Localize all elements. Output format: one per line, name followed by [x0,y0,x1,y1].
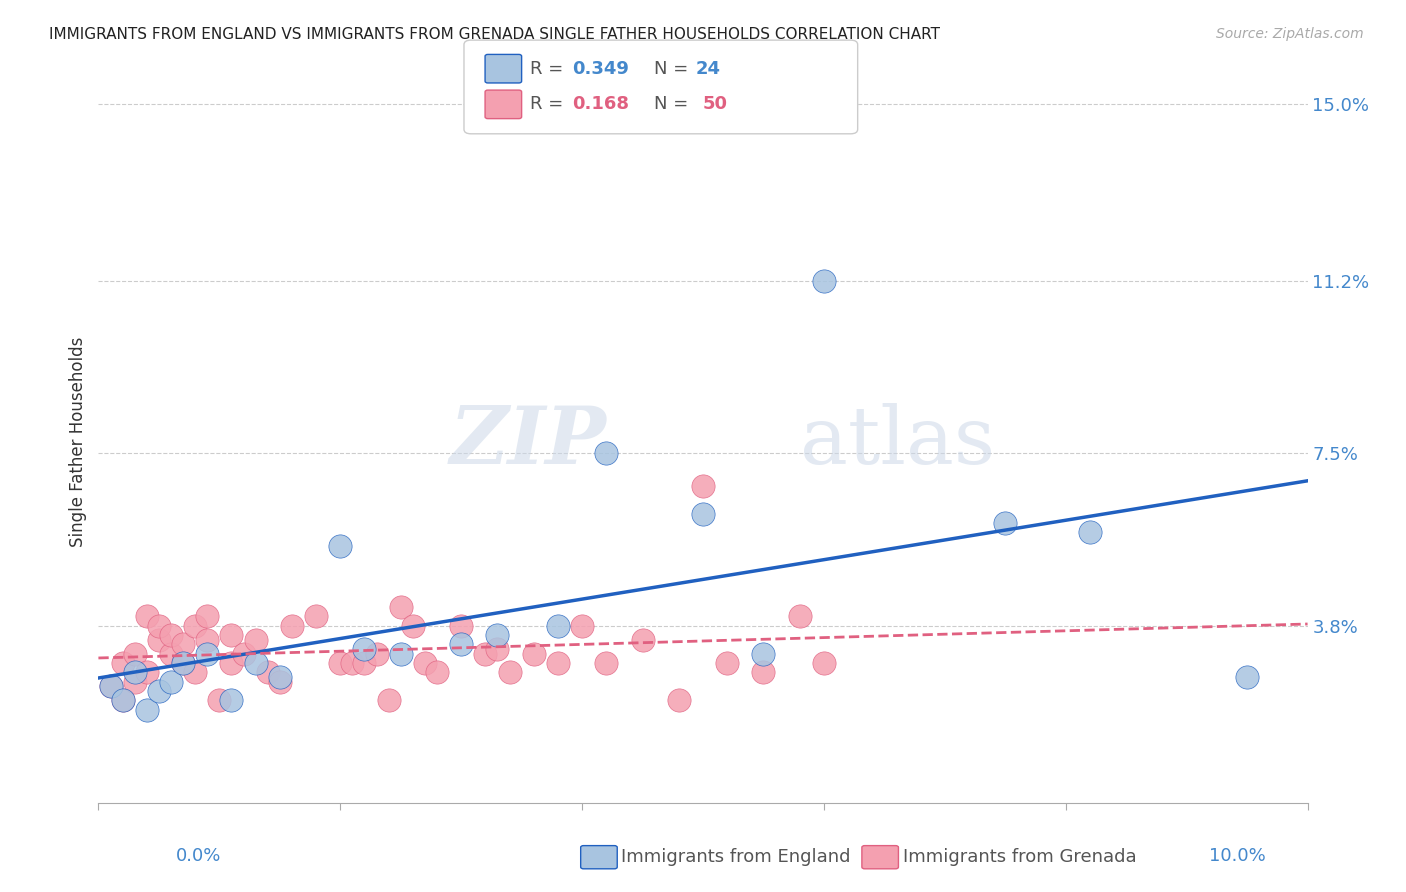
Point [813,274,835,288]
Point [329,540,352,554]
Point [148,684,170,698]
Point [329,656,352,670]
Point [474,647,496,661]
Point [716,656,738,670]
Point [172,637,194,651]
Point [668,693,690,707]
Text: atlas: atlas [800,402,995,481]
Point [342,656,364,670]
Point [172,656,194,670]
Point [195,609,218,624]
Text: 0.349: 0.349 [572,60,628,78]
Text: Immigrants from England: Immigrants from England [621,848,851,866]
Point [426,665,449,680]
Text: 50: 50 [703,95,728,113]
Point [752,647,775,661]
Point [377,693,399,707]
Point [124,665,146,680]
Point [124,674,146,689]
Point [100,679,122,693]
Point [221,628,243,642]
Point [1236,670,1258,684]
Point [172,656,194,670]
Point [269,674,291,689]
Point [221,693,243,707]
Point [571,618,593,632]
Point [450,618,472,632]
Point [135,609,157,624]
Text: IMMIGRANTS FROM ENGLAND VS IMMIGRANTS FROM GRENADA SINGLE FATHER HOUSEHOLDS CORR: IMMIGRANTS FROM ENGLAND VS IMMIGRANTS FR… [49,27,941,42]
Point [813,656,835,670]
Point [160,647,183,661]
Point [547,618,569,632]
Text: Immigrants from Grenada: Immigrants from Grenada [903,848,1136,866]
Text: N =: N = [654,60,693,78]
Point [486,628,509,642]
Point [221,656,243,670]
Point [208,693,231,707]
Point [498,665,520,680]
Point [305,609,328,624]
Point [111,656,134,670]
Point [245,632,267,647]
Text: 10.0%: 10.0% [1209,847,1265,865]
Point [111,693,134,707]
Point [631,632,654,647]
Point [195,647,218,661]
Point [148,618,170,632]
Point [148,632,170,647]
Text: Source: ZipAtlas.com: Source: ZipAtlas.com [1216,27,1364,41]
Point [256,665,278,680]
Point [595,446,617,460]
Point [547,656,569,670]
Text: N =: N = [654,95,693,113]
Point [160,674,183,689]
Point [269,670,291,684]
Y-axis label: Single Father Households: Single Father Households [69,336,87,547]
Point [692,507,714,521]
Point [245,656,267,670]
Point [232,647,254,661]
Text: R =: R = [530,60,569,78]
Point [353,642,375,657]
Point [184,665,207,680]
Point [389,600,412,615]
Point [135,702,157,716]
Point [994,516,1017,530]
Text: R =: R = [530,95,569,113]
Point [135,665,157,680]
Point [1078,525,1101,540]
Point [281,618,304,632]
Point [366,647,388,661]
Point [595,656,617,670]
Point [195,632,218,647]
Point [389,647,412,661]
Point [111,693,134,707]
Point [353,656,375,670]
Point [752,665,775,680]
Text: ZIP: ZIP [450,403,606,480]
Point [692,479,714,493]
Point [413,656,436,670]
Text: 24: 24 [696,60,721,78]
Point [486,642,509,657]
Point [450,637,472,651]
Text: 0.168: 0.168 [572,95,630,113]
Point [124,647,146,661]
Point [402,618,425,632]
Point [789,609,811,624]
Point [160,628,183,642]
Point [523,647,546,661]
Point [100,679,122,693]
Text: 0.0%: 0.0% [176,847,221,865]
Point [184,618,207,632]
